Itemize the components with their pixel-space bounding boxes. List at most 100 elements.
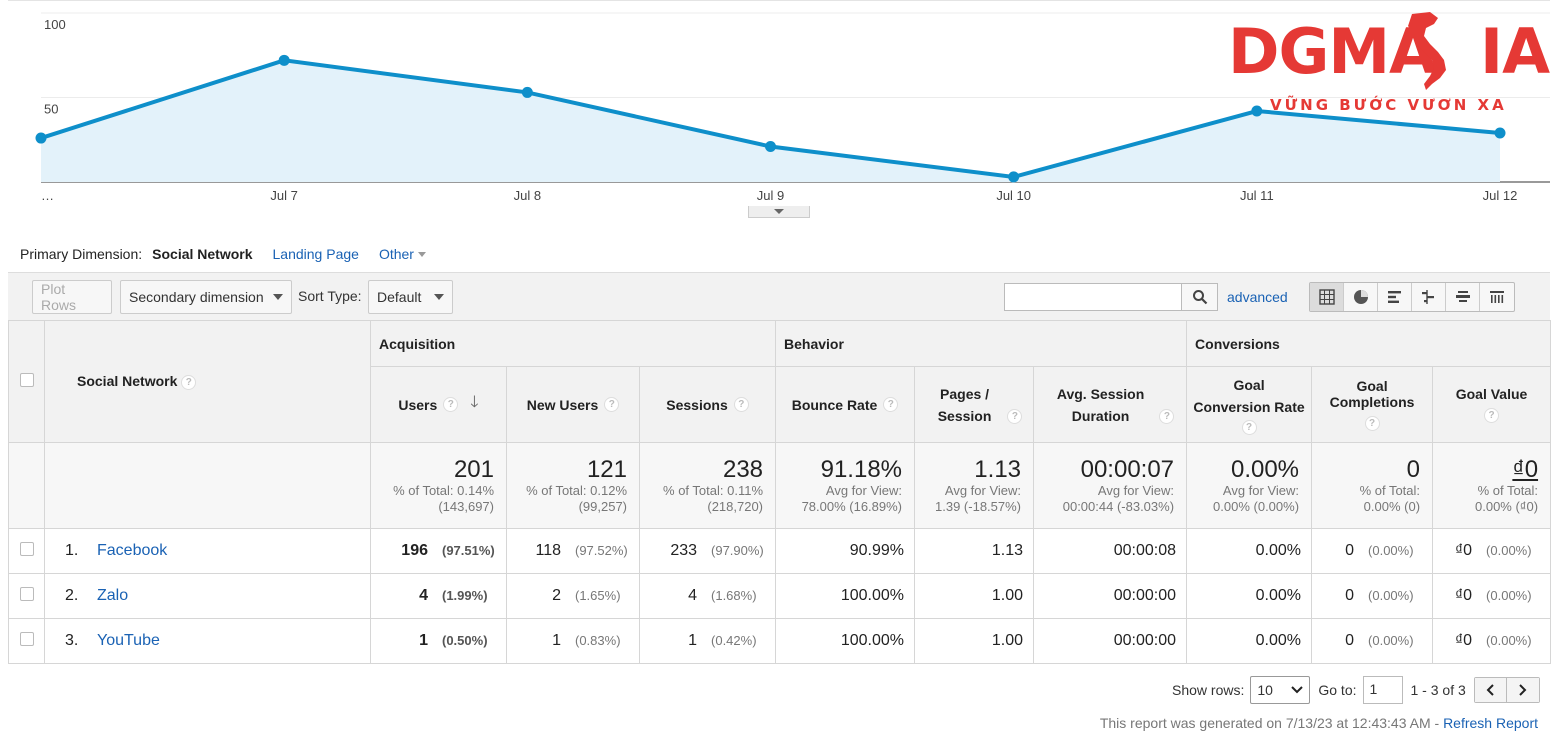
dimension-other-dropdown[interactable]: Other — [379, 246, 426, 262]
cell-users: 1 (0.50%) — [370, 618, 507, 664]
data-point[interactable] — [35, 132, 47, 144]
help-icon[interactable]: ? — [604, 397, 620, 412]
chart-svg: 100 50 … Jul 7 Jul 8 Jul 9 Jul 10 Jul 11 Jul 12 — [35, 12, 1550, 203]
cell-percent: (1.68%) — [711, 588, 757, 603]
x-tick-label: Jul 9 — [757, 188, 784, 203]
cell-percent: (0.83%) — [575, 633, 621, 648]
help-icon[interactable]: ? — [1241, 419, 1257, 435]
row-checkbox[interactable] — [19, 631, 34, 646]
column-goal-value[interactable]: Goal Value? — [1432, 366, 1552, 443]
report-table: Social Network ? Acquisition Behavior Co… — [8, 320, 1552, 664]
chart-collapse-toggle[interactable] — [748, 206, 810, 218]
row-dimension-link[interactable]: Zalo — [97, 587, 129, 604]
row-select-cell — [8, 573, 45, 619]
show-rows-select[interactable]: 10 — [1250, 676, 1311, 704]
cell-percent: (97.90%) — [711, 543, 764, 558]
cell-value: ₫0 — [1454, 542, 1473, 559]
cell-goal-completions: 0 (0.00%) — [1311, 528, 1434, 574]
column-bounce-rate[interactable]: Bounce Rate? — [775, 366, 916, 443]
cell-pages-session: 1.00 — [914, 573, 1035, 619]
line-chart: 100 50 … Jul 7 Jul 8 Jul 9 Jul 10 Jul 11 Jul 12 — [8, 0, 1550, 222]
total-note: % of Total: 0.12% — [526, 483, 627, 498]
column-bounce-rate-label: Bounce Rate — [791, 396, 878, 413]
help-icon[interactable]: ? — [1007, 409, 1023, 425]
select-all-checkbox[interactable] — [19, 373, 34, 387]
caret-down-icon — [434, 294, 444, 300]
table-row: 2. Zalo 4 (1.99%) 2 (1.65%) 4 (1.68%) 100.00… — [8, 573, 1552, 619]
help-icon[interactable]: ? — [883, 397, 899, 412]
refresh-report-link[interactable]: Refresh Report — [1443, 715, 1538, 731]
column-users[interactable]: Users? 🡓 — [370, 366, 507, 443]
column-sessions[interactable]: Sessions? — [638, 366, 777, 443]
cell-users: 4 (1.99%) — [370, 573, 507, 619]
total-note: % of Total: 0.11% — [663, 483, 764, 498]
column-goal-completions-label: Goal Completions — [1329, 378, 1415, 410]
row-checkbox[interactable] — [19, 541, 34, 556]
column-avg-session-duration[interactable]: Avg. Session Duration ? — [1033, 366, 1188, 443]
table-search-input[interactable] — [1004, 283, 1182, 311]
help-icon[interactable]: ? — [181, 374, 197, 390]
performance-view-icon[interactable] — [1378, 283, 1412, 311]
row-dimension-link[interactable]: YouTube — [97, 632, 160, 649]
column-social-network[interactable]: Social Network ? — [44, 320, 371, 443]
column-goal-conversion-rate[interactable]: Goal Conversion Rate ? — [1186, 366, 1313, 443]
totals-row: 201% of Total: 0.14% (143,697) 121% of To… — [8, 442, 1552, 529]
advanced-filter-link[interactable]: advanced — [1227, 289, 1288, 305]
pagination-controls: Show rows: 10 Go to: 1 1 - 3 of 3 — [1172, 676, 1540, 704]
cell-percent: (0.00%) — [1486, 543, 1532, 558]
cell-value: 233 — [670, 542, 698, 559]
help-icon[interactable]: ? — [733, 397, 749, 412]
search-button[interactable] — [1182, 283, 1218, 311]
cell-goal-value: ₫0 (0.00%) — [1432, 618, 1552, 664]
data-point[interactable] — [521, 86, 533, 98]
show-rows-label: Show rows: — [1172, 682, 1245, 698]
table-row: 1. Facebook 196 (97.51%) 118 (97.52%) 233 (9… — [8, 528, 1552, 574]
dgmaia-logo: DGMA IA VỮNG BƯỚC VƯƠN XA — [1222, 8, 1560, 120]
dimension-social-network[interactable]: Social Network — [152, 246, 253, 262]
sort-type-dropdown[interactable]: Default — [368, 280, 453, 314]
row-dimension-link[interactable]: Facebook — [97, 542, 168, 559]
goto-label: Go to: — [1318, 682, 1357, 698]
total-value: 238 — [722, 456, 764, 483]
column-goal-completions[interactable]: Goal Completions? — [1311, 366, 1434, 443]
column-new-users-label: New Users — [526, 396, 599, 413]
secondary-dimension-dropdown[interactable]: Secondary dimension — [120, 280, 292, 314]
cell-value: 0 — [1345, 632, 1355, 649]
pivot-view-icon[interactable] — [1480, 283, 1514, 311]
column-pages-session[interactable]: Pages / Session ? — [914, 366, 1035, 443]
total-value: 121 — [586, 456, 627, 483]
data-point[interactable] — [1251, 105, 1263, 117]
help-icon[interactable]: ? — [1484, 408, 1500, 423]
plot-rows-button[interactable]: Plot Rows — [32, 280, 112, 314]
comparison-view-icon[interactable] — [1412, 283, 1446, 311]
help-icon[interactable]: ? — [443, 397, 459, 412]
total-value: 201 — [453, 456, 494, 483]
help-icon[interactable]: ? — [1364, 416, 1380, 431]
total-note: % of Total: — [1477, 483, 1539, 498]
term-cloud-icon[interactable] — [1446, 283, 1480, 311]
cell-value: 2 — [552, 587, 561, 604]
help-icon[interactable]: ? — [1159, 409, 1175, 425]
table-view-icon[interactable] — [1310, 283, 1344, 311]
column-avg-session-duration-label: Avg. Session Duration — [1056, 385, 1145, 424]
total-cell: 201% of Total: 0.14% (143,697) — [370, 442, 507, 529]
column-social-network-label: Social Network — [77, 373, 178, 390]
row-select-cell — [8, 528, 45, 574]
total-cell: 00:00:07 Avg for View: 00:00:44 (-83.03%) — [1033, 442, 1188, 529]
next-page-button[interactable] — [1506, 678, 1539, 702]
goto-page-input[interactable]: 1 — [1362, 676, 1403, 704]
data-point[interactable] — [1008, 171, 1020, 183]
row-checkbox[interactable] — [19, 586, 34, 601]
pie-view-icon[interactable] — [1344, 283, 1378, 311]
cell-percent: (97.52%) — [575, 543, 628, 558]
data-point[interactable] — [1494, 127, 1506, 139]
data-point[interactable] — [765, 141, 776, 153]
view-switcher — [1309, 282, 1515, 312]
prev-page-button[interactable] — [1474, 678, 1507, 702]
data-point[interactable] — [278, 54, 290, 66]
total-value: 00:00:07 — [1080, 456, 1175, 483]
column-new-users[interactable]: New Users? — [506, 366, 640, 443]
cell-avg-duration: 00:00:00 — [1033, 573, 1188, 619]
cell-value: 4 — [688, 587, 698, 604]
dimension-landing-page[interactable]: Landing Page — [272, 246, 359, 262]
